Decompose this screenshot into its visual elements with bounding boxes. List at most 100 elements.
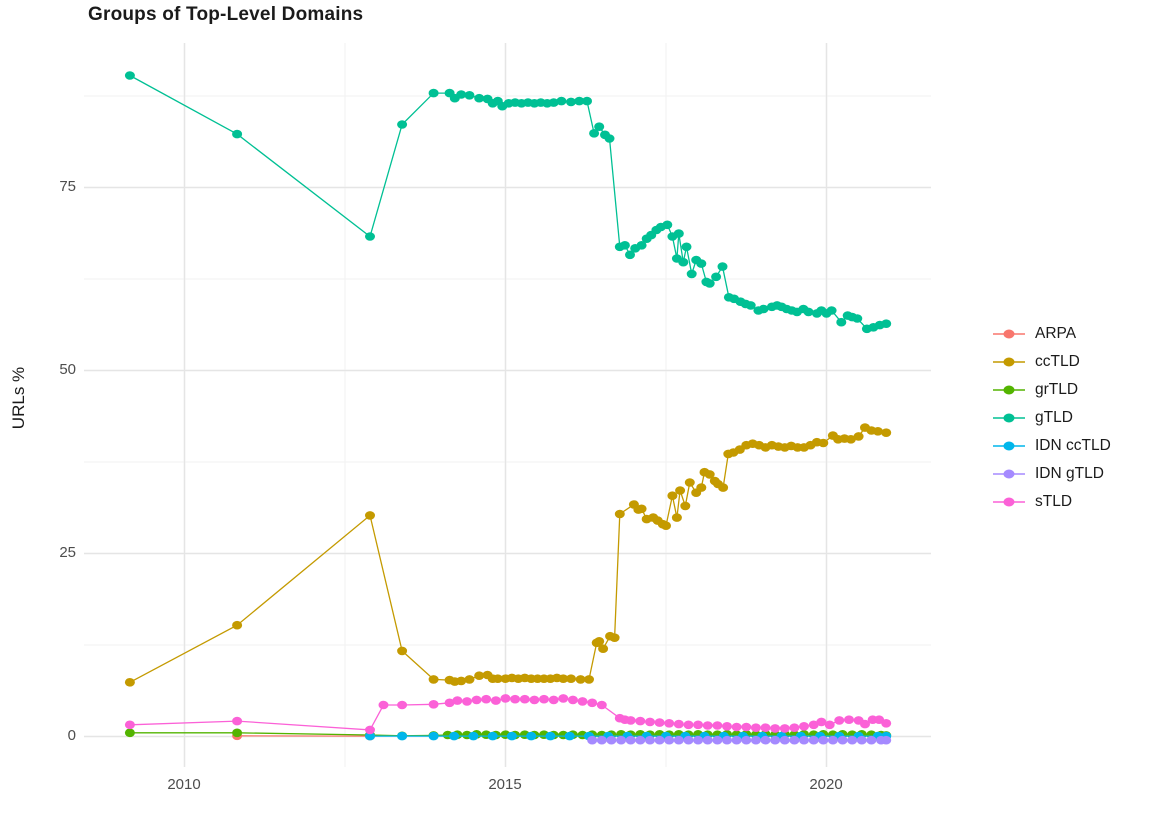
data-point-idn-cctld — [468, 731, 479, 741]
data-point-gtld — [397, 120, 408, 129]
data-point-cctld — [558, 674, 569, 683]
data-point-stld — [673, 719, 684, 729]
y-tick-label-0: 0 — [67, 727, 76, 744]
data-point-gtld — [681, 242, 692, 252]
data-point-idn-cctld — [526, 731, 537, 741]
data-point-stld — [397, 700, 408, 710]
data-point-gtld — [673, 229, 684, 238]
y-axis-title: URLs % — [9, 366, 28, 430]
data-point-stld — [702, 721, 713, 730]
data-point-cctld — [718, 483, 729, 492]
data-point-cctld — [696, 483, 707, 492]
data-point-stld — [844, 715, 854, 724]
data-point-stld — [770, 724, 781, 733]
data-point-gtld — [604, 134, 615, 143]
data-point-idn-gtld — [722, 735, 732, 745]
data-point-gtld — [662, 220, 673, 230]
data-point-gtld — [745, 301, 756, 310]
data-point-gtld — [803, 307, 814, 317]
data-point-gtld — [428, 88, 439, 98]
data-point-idn-cctld — [564, 731, 575, 741]
legend-key-icon — [993, 385, 1025, 395]
data-point-stld — [587, 698, 598, 708]
data-point-cctld — [704, 470, 715, 479]
series-line-cctld — [129, 426, 887, 683]
data-point-cctld — [675, 486, 686, 495]
data-point-idn-gtld — [837, 735, 848, 745]
data-point-idn-gtld — [827, 735, 838, 745]
data-point-stld — [760, 723, 771, 732]
data-point-cctld — [671, 513, 682, 522]
data-point-gtld — [636, 241, 647, 250]
data-point-cctld — [365, 511, 375, 520]
data-point-gtld — [826, 306, 837, 315]
legend-key-icon — [993, 497, 1025, 507]
data-point-gtld — [704, 279, 715, 288]
legend-item-stld: sTLD — [992, 488, 1111, 516]
legend-item-idn-gtld: IDN gTLD — [992, 460, 1111, 488]
data-point-idn-gtld — [693, 735, 704, 745]
data-point-stld — [789, 723, 800, 732]
data-point-gtld — [456, 90, 467, 99]
series-line-gtld — [129, 74, 887, 330]
y-tick-label-75: 75 — [59, 178, 76, 195]
data-point-stld — [124, 720, 135, 730]
legend-label: ccTLD — [1035, 353, 1080, 370]
data-point-idn-gtld — [664, 735, 675, 745]
data-point-idn-gtld — [866, 735, 877, 745]
data-point-idn-gtld — [799, 735, 809, 745]
data-point-cctld — [397, 646, 408, 656]
chart-title: Groups of Top-Level Domains — [88, 4, 364, 25]
data-point-cctld — [584, 675, 594, 684]
data-point-idn-gtld — [731, 735, 742, 745]
data-point-idn-gtld — [635, 735, 646, 745]
data-point-idn-gtld — [645, 735, 655, 745]
data-point-stld — [860, 719, 870, 729]
data-point-idn-cctld — [487, 731, 498, 741]
legend-key-icon — [993, 329, 1025, 339]
data-point-idn-cctld — [397, 731, 408, 741]
legend-label: sTLD — [1035, 493, 1073, 510]
legend-item-gtld: gTLD — [992, 404, 1111, 432]
data-point-stld — [490, 696, 501, 705]
data-point-idn-gtld — [808, 735, 819, 745]
legend-key-icon — [993, 469, 1025, 479]
data-point-stld — [693, 720, 704, 730]
x-tick-label-2010: 2010 — [167, 776, 201, 793]
data-point-gtld — [474, 93, 485, 103]
data-point-stld — [625, 716, 636, 725]
data-point-stld — [539, 694, 549, 704]
data-point-cctld — [575, 675, 586, 684]
legend-label: IDN gTLD — [1035, 465, 1104, 482]
data-point-idn-cctld — [428, 731, 439, 741]
data-point-stld — [722, 722, 732, 731]
data-point-idn-gtld — [856, 735, 867, 745]
data-point-cctld — [680, 501, 691, 511]
data-point-stld — [816, 717, 827, 727]
data-point-stld — [596, 700, 607, 710]
data-point-stld — [365, 725, 375, 735]
legend-label: ARPA — [1035, 325, 1077, 342]
legend: ARPA ccTLD grTLD gTLD IDN ccTLD IDN gTLD… — [992, 320, 1111, 516]
data-point-gtld — [717, 262, 728, 271]
legend-label: IDN ccTLD — [1035, 437, 1111, 454]
legend-item-grtld: grTLD — [992, 376, 1111, 404]
data-point-idn-gtld — [770, 735, 781, 745]
data-point-stld — [558, 694, 569, 703]
data-point-stld — [799, 722, 809, 731]
legend-item-cctld: ccTLD — [992, 348, 1111, 376]
data-point-gtld — [881, 319, 892, 329]
data-point-stld — [683, 720, 694, 730]
data-point-gtld — [548, 98, 559, 107]
data-point-stld — [664, 719, 675, 728]
data-point-cctld — [818, 438, 829, 448]
data-point-idn-gtld — [606, 735, 617, 745]
data-point-stld — [444, 698, 455, 708]
data-point-idn-gtld — [654, 735, 665, 745]
data-point-stld — [567, 695, 578, 705]
data-point-gtld — [836, 317, 847, 327]
legend-label: grTLD — [1035, 381, 1079, 398]
data-point-idn-gtld — [881, 735, 892, 745]
data-point-idn-cctld — [449, 731, 460, 741]
